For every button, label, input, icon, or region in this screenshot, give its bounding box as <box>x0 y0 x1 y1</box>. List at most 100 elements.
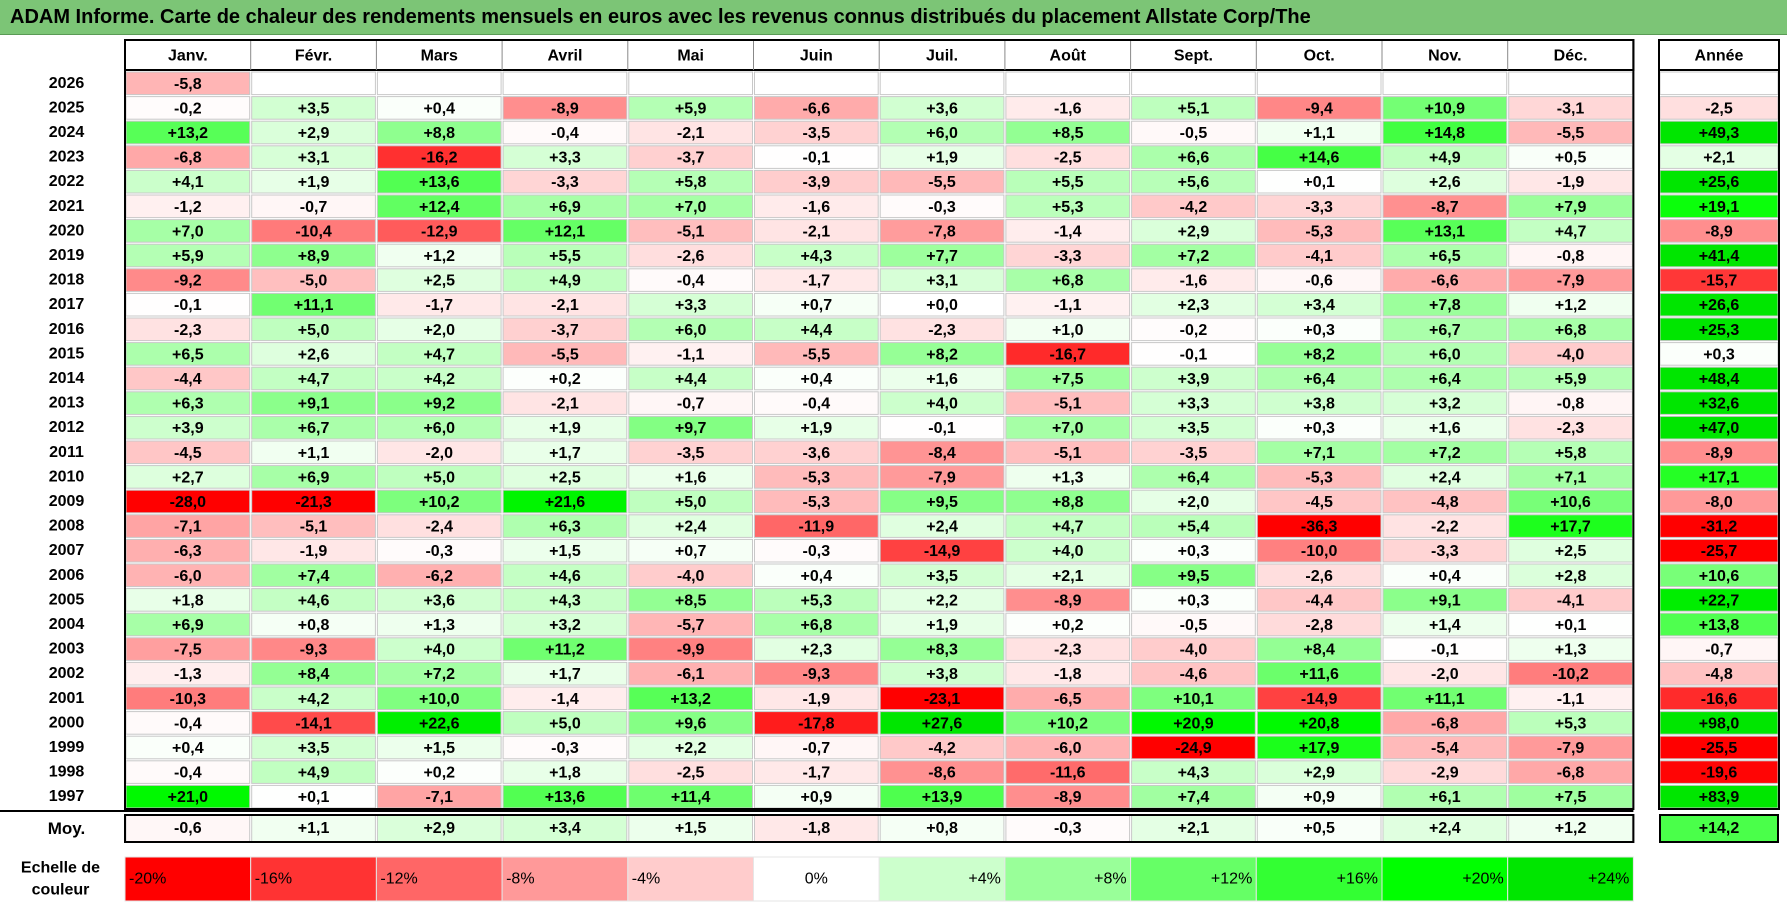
heatmap-cell <box>879 366 1005 391</box>
heatmap-cell <box>879 735 1005 760</box>
heatmap-cell <box>376 219 502 243</box>
average-cell <box>1005 814 1131 843</box>
cell-value: +21,0 <box>168 789 209 806</box>
heatmap-cell <box>376 71 502 96</box>
cell-value: +5,1 <box>1178 100 1210 117</box>
heatmap-cell <box>879 96 1005 120</box>
grid-border <box>124 39 1635 810</box>
heatmap-cell <box>376 661 502 686</box>
heatmap-cell <box>376 120 502 145</box>
cell-value: +5,9 <box>172 248 204 265</box>
month-header: Nov. <box>1428 48 1461 65</box>
heatmap-cell <box>1382 760 1508 784</box>
heatmap-cell <box>502 612 628 637</box>
heatmap-cell <box>1382 588 1508 612</box>
cell-value: +10,2 <box>1048 715 1089 732</box>
heatmap-cell <box>1382 342 1508 366</box>
heatmap-cell <box>251 661 376 686</box>
heatmap-cell <box>251 219 376 243</box>
cell-value: +3,8 <box>1303 396 1335 413</box>
heatmap-cell <box>376 588 502 612</box>
year-label: 2016 <box>49 321 85 338</box>
cell-value: +8,2 <box>926 346 958 363</box>
cell-value: -5,3 <box>803 469 831 486</box>
cell-value: -0,1 <box>1180 346 1208 363</box>
cell-value: -1,6 <box>1180 273 1208 290</box>
annual-value: +2,1 <box>1703 150 1735 167</box>
cell-value: +1,9 <box>298 174 330 191</box>
cell-value: +8,4 <box>298 666 330 683</box>
cell-value: -2,0 <box>425 445 453 462</box>
heatmap-cell <box>1382 292 1508 317</box>
heatmap-cell <box>628 637 753 661</box>
average-cell <box>1131 814 1256 843</box>
cell-value: -3,1 <box>1557 100 1585 117</box>
cell-value: -7,9 <box>928 469 956 486</box>
cell-value: -4,0 <box>1180 642 1208 659</box>
cell-value: +11,1 <box>294 297 334 314</box>
heatmap-cell <box>502 391 628 415</box>
title-bar: ADAM Informe. Carte de chaleur des rende… <box>0 0 1787 35</box>
year-label: 2008 <box>49 518 85 535</box>
annual-value: +25,3 <box>1699 322 1740 339</box>
cell-value: +4,7 <box>1555 223 1587 240</box>
year-label: 2004 <box>49 616 85 633</box>
cell-value: +3,3 <box>1178 396 1210 413</box>
cell-value: -4,1 <box>1305 248 1333 265</box>
cell-value: -14,1 <box>295 715 332 732</box>
cell-value: +5,5 <box>549 248 581 265</box>
year-label: 2020 <box>49 222 85 239</box>
cell-value: -28,0 <box>170 494 207 511</box>
heatmap-cell <box>754 735 879 760</box>
cell-value: +5,8 <box>1555 445 1587 462</box>
cell-value: -0,4 <box>677 273 705 290</box>
cell-value: -5,8 <box>174 76 202 93</box>
heatmap-cell <box>1508 711 1633 735</box>
heatmap-cell <box>1508 760 1633 784</box>
cell-value: -5,1 <box>677 223 705 240</box>
cell-value: -0,5 <box>1180 125 1208 142</box>
scale-stop-label: +20% <box>1462 871 1503 888</box>
cell-value: +1,3 <box>1052 469 1084 486</box>
heatmap-cell <box>879 243 1005 268</box>
heatmap-cell <box>1256 415 1382 440</box>
scale-swatch <box>1130 856 1257 902</box>
heatmap-cell <box>251 391 376 415</box>
cell-value: -17,8 <box>798 715 835 732</box>
cell-value: -6,2 <box>425 568 453 585</box>
heatmap-cell <box>754 686 879 711</box>
heatmap-cell <box>628 514 753 538</box>
heatmap-cell <box>1131 489 1256 514</box>
cell-value: +5,4 <box>1178 519 1210 536</box>
cell-value: -0,8 <box>1557 248 1585 265</box>
cell-value: -5,1 <box>1054 396 1082 413</box>
annual-value: +19,1 <box>1699 199 1740 216</box>
cell-value: -5,3 <box>1305 223 1333 240</box>
cell-value: -7,1 <box>174 519 202 536</box>
cell-value: +5,0 <box>423 469 455 486</box>
heatmap-cell <box>1131 711 1256 735</box>
cell-value: -8,9 <box>551 100 579 117</box>
cell-value: -1,2 <box>174 199 202 216</box>
cell-value: +7,1 <box>1303 445 1335 462</box>
cell-value: +3,4 <box>1303 297 1335 314</box>
cell-value: -4,8 <box>1431 494 1459 511</box>
heatmap-cell <box>1005 514 1131 538</box>
heatmap-cell <box>1382 268 1508 292</box>
heatmap-cell <box>879 661 1005 686</box>
heatmap-cell <box>879 317 1005 342</box>
heatmap-cell <box>1131 735 1256 760</box>
cell-value: +0,3 <box>1303 322 1335 339</box>
cell-value: -6,8 <box>1557 765 1585 782</box>
heatmap-cell <box>754 612 879 637</box>
cell-value: +27,6 <box>922 715 963 732</box>
heatmap-cell <box>754 661 879 686</box>
cell-value: -5,4 <box>1431 740 1459 757</box>
heatmap-cell <box>376 292 502 317</box>
annual-value: +41,4 <box>1699 248 1740 265</box>
average-cell <box>502 814 628 843</box>
cell-value: +10,2 <box>419 494 460 511</box>
heatmap-cell <box>1131 219 1256 243</box>
cell-value: +3,3 <box>675 297 707 314</box>
cell-value: +1,4 <box>1429 617 1461 634</box>
